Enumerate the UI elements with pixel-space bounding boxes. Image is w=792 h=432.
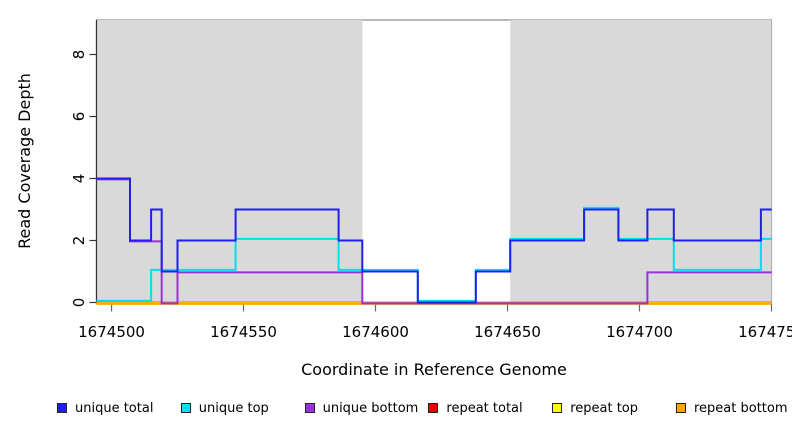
axes-layer: 0 2 4 6 8 1674500 1674550 1674600 1674650 1674700…: [70, 20, 792, 341]
x-tick-label: 1674600: [342, 323, 409, 341]
legend-swatch: [57, 403, 67, 413]
legend-item-repeat-top: repeat top: [552, 399, 638, 417]
y-tick-label: 2: [70, 236, 88, 246]
y-tick-label: 4: [70, 174, 88, 184]
y-axis-title: Read Coverage Depth: [15, 73, 34, 249]
legend-item-repeat-total: repeat total: [428, 399, 523, 417]
x-tick-label: 1674500: [78, 323, 145, 341]
y-tick-label: 8: [70, 50, 88, 60]
coverage-chart: 0 2 4 6 8 1674500 1674550 1674600 1674650 1674700…: [15, 19, 792, 379]
legend-item-unique-bottom: unique bottom: [304, 399, 419, 417]
legend-swatch: [428, 403, 439, 413]
x-tick-label: 1674550: [210, 323, 277, 341]
x-tick-label: 1674700: [606, 323, 673, 341]
legend-label: unique top: [198, 400, 269, 416]
legend-label: repeat bottom: [694, 400, 788, 416]
legend-label: repeat top: [570, 400, 638, 416]
legend-swatch: [180, 403, 191, 413]
x-axis-title: Coordinate in Reference Genome: [301, 360, 567, 379]
legend-item-repeat-bottom: repeat bottom: [676, 399, 788, 417]
legend-swatch: [304, 403, 315, 413]
coverage-highlight-region: [510, 20, 772, 303]
y-tick-label: 6: [70, 112, 88, 122]
series-line-unique-total: [96, 177, 772, 304]
legend-item-unique-top: unique top: [180, 399, 269, 417]
legend-swatch: [552, 403, 563, 413]
x-tick-label: 1674750: [738, 323, 792, 341]
legend-item-unique-total: unique total: [57, 399, 153, 417]
legend-label: unique bottom: [322, 400, 419, 416]
y-tick-label: 0: [70, 298, 88, 308]
legend: unique total unique top unique bottom repea…: [0, 399, 792, 421]
legend-label: unique total: [75, 400, 154, 416]
x-tick-label: 1674650: [474, 323, 541, 341]
legend-swatch: [676, 403, 686, 413]
highlight-regions-layer: [97, 20, 772, 303]
series-layer: [96, 177, 772, 305]
series-line-unique-top: [96, 206, 772, 302]
coverage-highlight-region: [97, 20, 363, 303]
legend-label: repeat total: [446, 400, 523, 416]
